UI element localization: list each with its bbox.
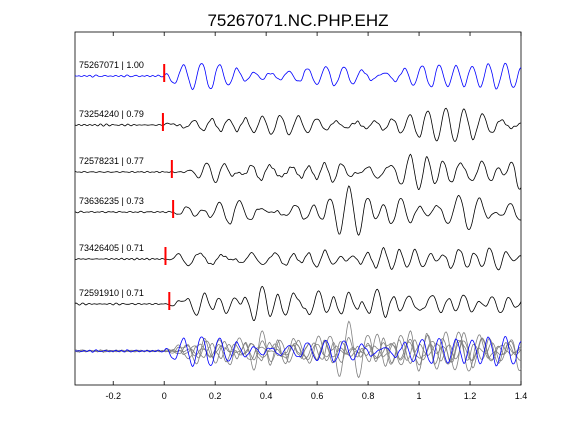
plot-frame <box>74 31 522 386</box>
overlay-stack <box>74 320 522 379</box>
trace-4 <box>74 185 522 236</box>
x-tick-label-3: 0.2 <box>209 391 222 401</box>
trace-3 <box>74 153 522 190</box>
x-tick-label-7: 1 <box>417 391 422 401</box>
trace-6 <box>74 285 522 322</box>
trace-1 <box>74 62 522 91</box>
x-tick-label-4: 0.4 <box>260 391 273 401</box>
trace-5 <box>74 246 522 271</box>
stack-trace-6 <box>74 330 522 371</box>
trace-labels: 75267071 | 1.00 73254240 | 0.79 72578231 |… <box>79 60 144 298</box>
x-tick-label-1: -0.2 <box>105 391 121 401</box>
x-tick-label-9: 1.4 <box>515 391 528 401</box>
pick-markers <box>161 64 175 310</box>
x-tick-label-8: 1.2 <box>464 391 477 401</box>
x-tick-label-2: 0 <box>162 391 167 401</box>
trace-label-4: 73636235 | 0.73 <box>79 196 144 206</box>
x-tick-label-6: 0.8 <box>362 391 375 401</box>
trace-label-5: 73426405 | 0.71 <box>79 243 144 253</box>
trace-label-3: 72578231 | 0.77 <box>79 156 144 166</box>
chart-title: 75267071.NC.PHP.EHZ <box>207 11 388 30</box>
stack-trace-1 <box>74 336 522 368</box>
waveform-traces <box>74 62 522 322</box>
trace-2 <box>74 107 522 143</box>
trace-label-6: 72591910 | 0.71 <box>79 288 144 298</box>
x-axis: -0.2 0 0.2 0.4 0.6 0.8 1 1.2 1.4 <box>105 32 527 401</box>
trace-label-2: 73254240 | 0.79 <box>79 109 144 119</box>
x-tick-label-5: 0.6 <box>311 391 324 401</box>
trace-label-1: 75267071 | 1.00 <box>79 60 144 70</box>
